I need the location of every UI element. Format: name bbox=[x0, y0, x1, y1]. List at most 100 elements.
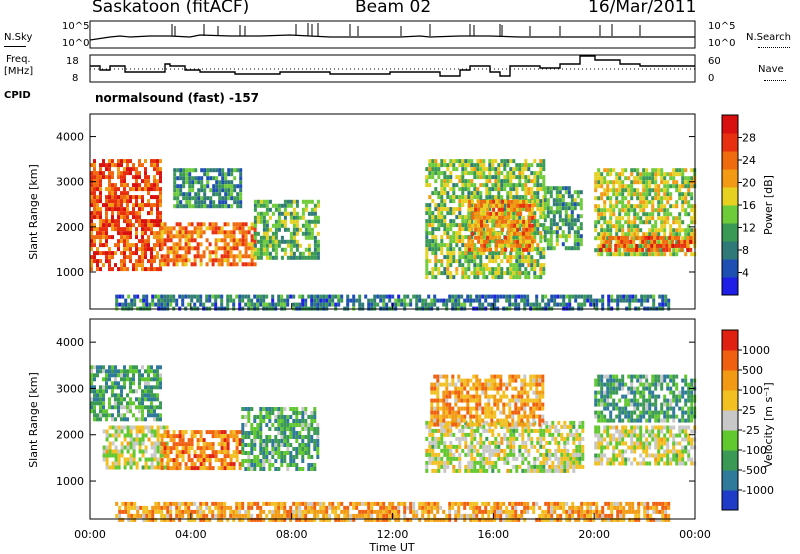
heatmap-cell bbox=[651, 196, 655, 201]
heatmap-cell bbox=[482, 444, 486, 449]
heatmap-cell bbox=[114, 449, 118, 454]
heatmap-cell bbox=[388, 294, 392, 299]
heatmap-cell bbox=[654, 196, 658, 201]
velocity-heatmap-cells bbox=[90, 365, 697, 522]
heatmap-cell bbox=[448, 410, 452, 415]
heatmap-cell bbox=[690, 192, 694, 197]
heatmap-cell bbox=[668, 243, 672, 248]
heatmap-cell bbox=[283, 203, 287, 208]
heatmap-cell bbox=[358, 298, 362, 303]
heatmap-cell bbox=[518, 183, 522, 188]
heatmap-cell bbox=[503, 460, 507, 465]
heatmap-cell bbox=[427, 302, 431, 307]
heatmap-cell bbox=[481, 302, 485, 307]
heatmap-cell bbox=[179, 172, 183, 177]
heatmap-cell bbox=[468, 203, 472, 208]
heatmap-cell bbox=[289, 459, 293, 463]
heatmap-cell bbox=[671, 235, 675, 240]
heatmap-cell bbox=[123, 457, 127, 462]
heatmap-cell bbox=[633, 176, 637, 181]
heatmap-cell bbox=[434, 255, 438, 260]
heatmap-cell bbox=[123, 413, 126, 418]
heatmap-cell bbox=[141, 179, 144, 184]
heatmap-cell bbox=[138, 405, 141, 410]
heatmap-cell bbox=[239, 184, 243, 189]
heatmap-cell bbox=[543, 198, 547, 203]
heatmap-cell bbox=[316, 251, 320, 256]
heatmap-cell bbox=[473, 243, 477, 248]
heatmap-cell bbox=[93, 159, 96, 164]
heatmap-cell bbox=[187, 250, 191, 255]
heatmap-cell bbox=[597, 172, 601, 177]
heatmap-cell bbox=[428, 211, 432, 216]
heatmap-cell bbox=[427, 294, 431, 299]
heatmap-cell bbox=[578, 464, 582, 469]
heatmap-cell bbox=[135, 175, 138, 180]
heatmap-cell bbox=[575, 464, 579, 469]
heatmap-cell bbox=[524, 424, 528, 429]
heatmap-cell bbox=[547, 298, 551, 303]
heatmap-cell bbox=[229, 434, 233, 439]
heatmap-cell bbox=[295, 407, 299, 411]
heatmap-cell bbox=[178, 242, 182, 247]
heatmap-cell bbox=[654, 224, 658, 229]
heatmap-cell bbox=[479, 424, 483, 429]
heatmap-cell bbox=[533, 247, 537, 252]
heatmap-cell bbox=[442, 414, 446, 419]
heatmap-cell bbox=[461, 199, 465, 204]
heatmap-cell bbox=[292, 463, 296, 467]
heatmap-cell bbox=[512, 432, 516, 437]
heatmap-cell bbox=[199, 466, 203, 471]
heatmap-cell bbox=[446, 452, 450, 457]
heatmap-cell bbox=[156, 215, 159, 220]
heatmap-cell bbox=[443, 231, 447, 236]
heatmap-cell bbox=[159, 187, 162, 192]
heatmap-cell bbox=[132, 163, 135, 168]
heatmap-cell bbox=[663, 180, 667, 185]
heatmap-cell bbox=[642, 244, 646, 249]
heatmap-cell bbox=[523, 298, 527, 303]
heatmap-cell bbox=[117, 397, 120, 402]
heatmap-cell bbox=[431, 191, 435, 196]
heatmap-cell bbox=[500, 183, 504, 188]
heatmap-cell bbox=[627, 204, 631, 209]
heatmap-cell bbox=[669, 232, 673, 237]
heatmap-cell bbox=[477, 211, 481, 216]
heatmap-cell bbox=[126, 203, 129, 208]
heatmap-cell bbox=[215, 204, 219, 209]
heatmap-cell bbox=[307, 211, 311, 216]
heatmap-cell bbox=[606, 224, 610, 229]
heatmap-cell bbox=[114, 445, 118, 450]
heatmap-cell bbox=[123, 171, 126, 176]
heatmap-cell bbox=[150, 223, 153, 228]
heatmap-cell bbox=[513, 223, 517, 228]
heatmap-cell bbox=[187, 294, 191, 299]
heatmap-cell bbox=[455, 436, 459, 441]
heatmap-cell bbox=[446, 424, 450, 429]
heatmap-cell bbox=[455, 239, 459, 244]
heatmap-cell bbox=[467, 239, 471, 244]
heatmap-cell bbox=[642, 188, 646, 193]
heatmap-cell bbox=[214, 298, 218, 303]
heatmap-cell bbox=[221, 184, 225, 189]
heatmap-cell bbox=[425, 243, 429, 248]
heatmap-cell bbox=[117, 409, 120, 414]
heatmap-cell bbox=[488, 464, 492, 469]
heatmap-cell bbox=[226, 446, 230, 451]
heatmap-cell bbox=[184, 450, 188, 455]
heatmap-cell bbox=[651, 200, 655, 205]
heatmap-cell bbox=[126, 207, 129, 212]
heatmap-cell bbox=[292, 294, 296, 299]
heatmap-cell bbox=[443, 243, 447, 248]
heatmap-cell bbox=[452, 183, 456, 188]
heatmap-cell bbox=[458, 239, 462, 244]
heatmap-cell bbox=[498, 219, 502, 224]
heatmap-cell bbox=[443, 464, 447, 469]
heatmap-cell bbox=[503, 243, 507, 248]
heatmap-cell bbox=[163, 238, 167, 243]
heatmap-cell bbox=[132, 453, 136, 458]
heatmap-cell bbox=[521, 428, 525, 433]
heatmap-cell bbox=[514, 298, 518, 303]
heatmap-cell bbox=[166, 234, 170, 239]
heatmap-cell bbox=[138, 417, 141, 422]
